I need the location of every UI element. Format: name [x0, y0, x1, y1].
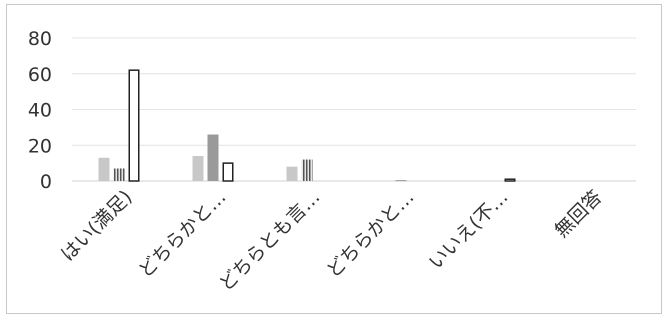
y-tick-label-0: 0 — [40, 171, 52, 193]
bar-series2-cat1 — [113, 168, 125, 181]
bar-series3-cat2 — [222, 162, 234, 182]
bar-series2-cat2 — [207, 134, 219, 181]
x-category-label: 無回答 — [551, 186, 607, 242]
y-tick-label-40: 40 — [28, 100, 52, 122]
x-category-label: はい(満足) — [57, 186, 137, 266]
x-category-label: どちらかと… — [322, 186, 418, 282]
bar-series2-cat3 — [301, 159, 313, 181]
bar-series3-cat5 — [504, 178, 516, 182]
chart-frame — [6, 4, 662, 314]
y-tick-label-80: 80 — [28, 28, 52, 50]
x-category-label: どちらかと… — [134, 186, 230, 282]
y-tick-label-20: 20 — [28, 135, 52, 157]
y-tick-label-60: 60 — [28, 64, 52, 86]
bar-series2-cat4 — [395, 180, 407, 182]
x-category-label: どちらとも言… — [215, 186, 325, 296]
bar-series1-cat1 — [98, 157, 110, 181]
bar-series1-cat2 — [192, 155, 204, 181]
bar-series1-cat3 — [286, 166, 298, 181]
bar-series3-cat1 — [128, 69, 140, 182]
x-category-label: いいえ(不… — [425, 186, 513, 274]
